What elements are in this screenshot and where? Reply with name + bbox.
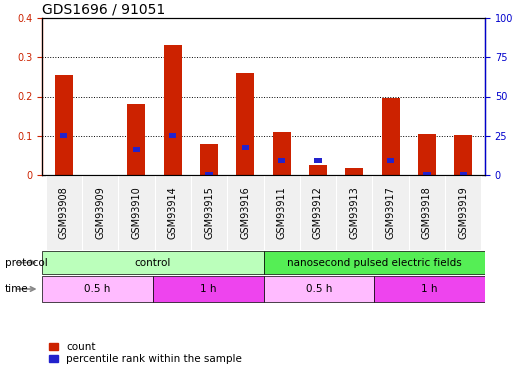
FancyBboxPatch shape <box>264 276 374 302</box>
Bar <box>272 132 291 175</box>
Bar <box>454 135 472 175</box>
Bar <box>127 104 146 175</box>
Bar <box>382 99 400 175</box>
Bar <box>242 145 249 150</box>
FancyBboxPatch shape <box>191 175 227 250</box>
FancyBboxPatch shape <box>42 276 153 302</box>
FancyBboxPatch shape <box>264 175 300 250</box>
Bar <box>309 165 327 175</box>
FancyBboxPatch shape <box>409 175 445 250</box>
FancyBboxPatch shape <box>264 251 485 274</box>
Bar <box>205 172 213 177</box>
Text: GSM93917: GSM93917 <box>386 186 396 239</box>
Text: GSM93915: GSM93915 <box>204 186 214 239</box>
Text: time: time <box>5 284 29 294</box>
Bar <box>164 45 182 175</box>
Bar <box>387 158 394 163</box>
FancyBboxPatch shape <box>153 276 264 302</box>
Text: GSM93916: GSM93916 <box>241 186 250 239</box>
Text: GSM93910: GSM93910 <box>131 186 142 239</box>
FancyBboxPatch shape <box>445 175 481 250</box>
Bar <box>60 133 67 138</box>
FancyBboxPatch shape <box>372 175 409 250</box>
Bar <box>55 75 73 175</box>
Text: protocol: protocol <box>5 258 48 267</box>
Text: GSM93913: GSM93913 <box>349 186 359 239</box>
Bar <box>423 172 430 177</box>
Bar <box>460 172 467 177</box>
Bar <box>345 168 363 175</box>
FancyBboxPatch shape <box>374 276 485 302</box>
FancyBboxPatch shape <box>82 175 119 250</box>
Bar <box>418 134 436 175</box>
Bar <box>169 133 176 138</box>
Text: GDS1696 / 91051: GDS1696 / 91051 <box>42 3 165 17</box>
Legend: count, percentile rank within the sample: count, percentile rank within the sample <box>47 340 244 366</box>
Bar <box>278 158 285 163</box>
Bar <box>200 144 218 175</box>
FancyBboxPatch shape <box>42 251 264 274</box>
Text: GSM93908: GSM93908 <box>59 186 69 239</box>
Bar <box>314 158 322 163</box>
Text: GSM93912: GSM93912 <box>313 186 323 239</box>
FancyBboxPatch shape <box>227 175 264 250</box>
FancyBboxPatch shape <box>46 175 82 250</box>
Text: GSM93919: GSM93919 <box>458 186 468 239</box>
FancyBboxPatch shape <box>154 175 191 250</box>
Text: GSM93911: GSM93911 <box>277 186 287 239</box>
Text: GSM93914: GSM93914 <box>168 186 177 239</box>
Bar <box>133 147 140 152</box>
Text: 0.5 h: 0.5 h <box>84 284 111 294</box>
Text: 0.5 h: 0.5 h <box>306 284 332 294</box>
FancyBboxPatch shape <box>336 175 372 250</box>
Text: control: control <box>134 258 171 267</box>
Text: 1 h: 1 h <box>421 284 438 294</box>
Text: GSM93909: GSM93909 <box>95 186 105 239</box>
FancyBboxPatch shape <box>300 175 336 250</box>
Text: nanosecond pulsed electric fields: nanosecond pulsed electric fields <box>287 258 462 267</box>
Text: GSM93918: GSM93918 <box>422 186 432 239</box>
Text: 1 h: 1 h <box>200 284 216 294</box>
FancyBboxPatch shape <box>119 175 154 250</box>
Bar <box>236 73 254 175</box>
